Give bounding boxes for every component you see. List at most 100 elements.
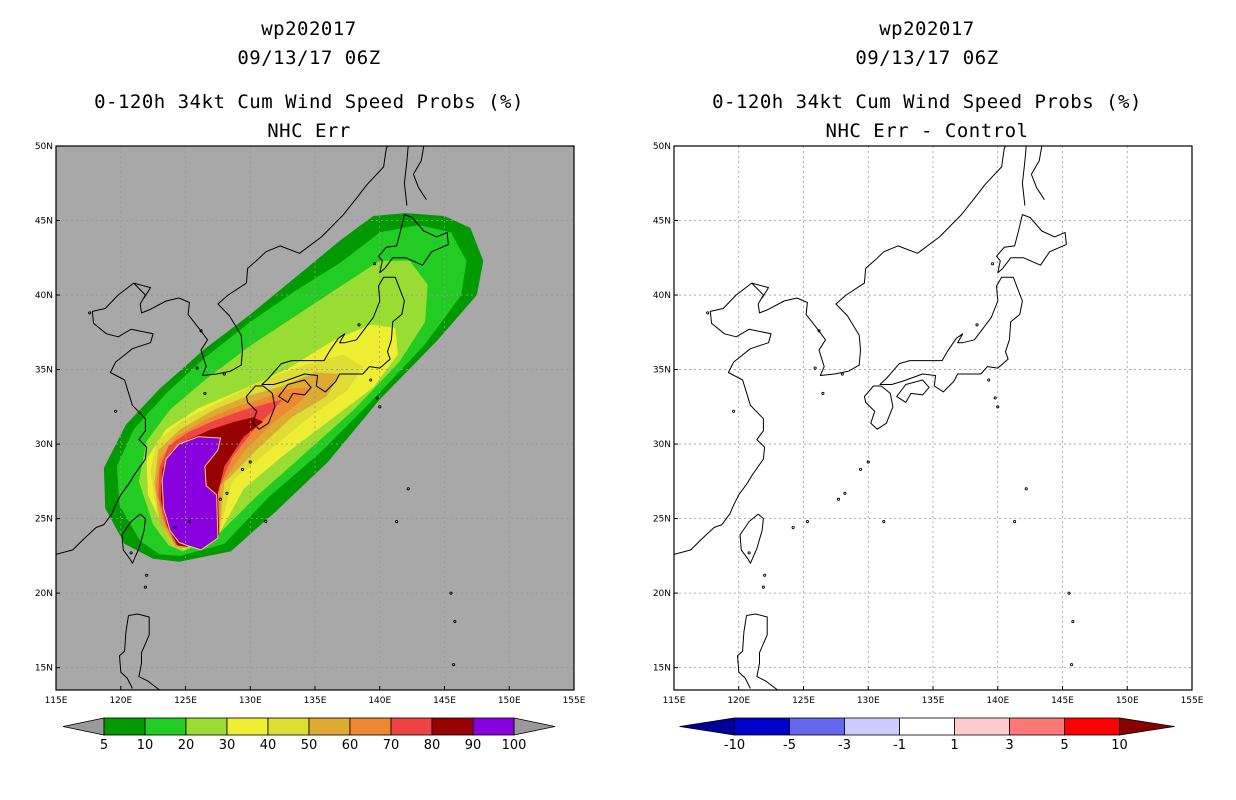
lon-tick-label: 130E — [857, 696, 880, 706]
coastline-japan-hokkaido — [996, 214, 1067, 274]
lon-tick-label: 155E — [1181, 696, 1204, 706]
island — [375, 396, 379, 400]
colorbar-swatch — [103, 717, 146, 736]
coastline-japan-shikoku — [896, 379, 930, 403]
island — [395, 520, 399, 524]
coastline-japan-hokkaido — [378, 214, 449, 274]
panel-subtitle: NHC Err — [267, 120, 351, 142]
island — [732, 409, 736, 413]
island — [357, 323, 361, 327]
island — [453, 619, 457, 623]
island — [1071, 619, 1075, 623]
lat-tick-label: 40N — [35, 291, 53, 301]
coastline-bohai-north — [133, 282, 151, 299]
coastline-sakhalin — [403, 146, 409, 206]
map-content — [56, 146, 574, 690]
colorbar-label: 10 — [137, 738, 154, 753]
lon-tick-label: 150E — [498, 696, 521, 706]
lon-tick-label: 155E — [563, 696, 586, 706]
coastline-japan-kyushu — [863, 385, 894, 430]
lat-tick-label: 15N — [35, 664, 53, 674]
colorbar-label: 40 — [260, 738, 277, 753]
island — [406, 487, 410, 491]
lon-tick-label: 115E — [45, 696, 68, 706]
island — [173, 525, 177, 530]
island — [1067, 591, 1071, 595]
colorbar-swatch — [734, 717, 790, 736]
lon-tick-label: 145E — [433, 696, 456, 706]
coastline-japan-shikoku — [278, 379, 312, 403]
colorbar-swatch — [472, 717, 515, 736]
lon-tick-label: 150E — [1116, 696, 1139, 706]
island — [843, 491, 847, 495]
product-title: 0-120h 34kt Cum Wind Speed Probs (%) — [94, 91, 524, 113]
coastline-taiwan — [121, 513, 146, 564]
lon-tick-label: 125E — [174, 696, 197, 706]
colorbar-swatch — [431, 717, 474, 736]
lon-tick-label: 115E — [663, 696, 686, 706]
island — [1058, 689, 1060, 690]
island — [991, 262, 995, 266]
island — [225, 491, 229, 495]
colorbar-swatch — [226, 717, 269, 736]
colorbar-high-arrow — [513, 717, 556, 736]
colorbar: 5 10 20 30 40 50 60 70 80 90 100 — [62, 717, 556, 753]
colorbar-low-arrow — [62, 717, 105, 736]
island — [378, 405, 382, 409]
colorbar-low-arrow — [679, 717, 735, 736]
coastline-luzon-west — [737, 615, 751, 689]
island — [449, 591, 453, 595]
coastline-korea — [796, 258, 877, 376]
colorbar-label: -10 — [724, 738, 745, 753]
colorbar-label: -3 — [838, 738, 851, 753]
island — [129, 551, 133, 555]
island — [836, 497, 841, 501]
lon-tick-label: 140E — [368, 696, 391, 706]
island — [373, 262, 377, 266]
colorbar-swatch — [267, 717, 310, 736]
probability-map: 115E 120E 125E 130E 135E 140E 145E 150E 155E 50N 4… — [35, 142, 586, 753]
island — [440, 689, 442, 690]
island — [369, 378, 373, 382]
colorbar-label: -5 — [783, 738, 796, 753]
coastline-luzon-west — [119, 615, 133, 689]
lat-tick-label: 40N — [653, 291, 671, 301]
island — [114, 409, 118, 413]
coastline-sakhalin-east — [1030, 146, 1045, 200]
coastline-japan-kyushu — [245, 385, 276, 430]
island — [840, 372, 844, 376]
colorbar-label: 90 — [465, 738, 482, 753]
island — [218, 497, 223, 501]
colorbar-swatch — [349, 717, 392, 736]
coastline-korea — [178, 258, 259, 376]
colorbar-label: 5 — [100, 738, 108, 753]
colorbar-swatch — [789, 717, 845, 736]
lat-tick-label: 50N — [35, 142, 53, 152]
island — [858, 467, 863, 471]
map-content — [674, 146, 1192, 690]
colorbar-label: 3 — [1005, 738, 1013, 753]
island — [240, 467, 245, 471]
colorbar-label: 10 — [1111, 738, 1128, 753]
coastline-japan-honshu — [879, 276, 1023, 393]
colorbar-swatch — [954, 717, 1010, 736]
island — [143, 585, 147, 589]
island — [248, 460, 252, 464]
coastline-luzon — [128, 613, 160, 690]
lon-tick-label: 130E — [239, 696, 262, 706]
lat-tick-label: 35N — [35, 366, 53, 376]
colorbar-swatch — [899, 717, 955, 736]
island — [975, 323, 979, 327]
product-title: 0-120h 34kt Cum Wind Speed Probs (%) — [712, 91, 1142, 113]
left-panel: wp202017 09/13/17 06Z 0-120h 34kt Cum Wi… — [35, 18, 586, 753]
lon-tick-label: 120E — [727, 696, 750, 706]
coastline-taiwan — [739, 513, 764, 564]
lat-tick-label: 15N — [653, 664, 671, 674]
island — [813, 366, 817, 370]
forecast-datetime: 09/13/17 06Z — [855, 47, 999, 69]
lon-tick-label: 135E — [304, 696, 327, 706]
colorbar-label: 50 — [301, 738, 318, 753]
island — [817, 329, 821, 333]
island — [199, 329, 203, 333]
coastline-mainland-north — [875, 146, 1006, 260]
